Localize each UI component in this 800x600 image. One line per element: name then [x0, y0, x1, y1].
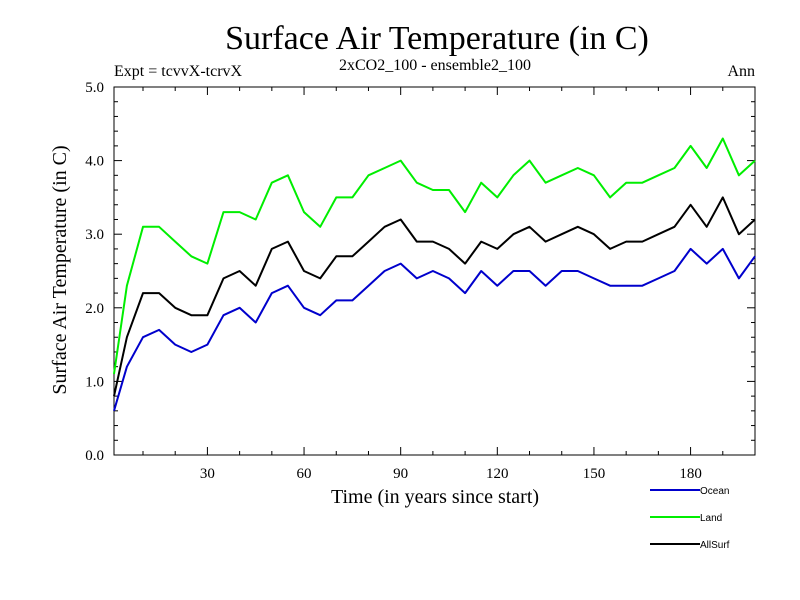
y-tick-label: 5.0 [85, 80, 104, 96]
x-tick-label: 30 [200, 466, 215, 482]
x-tick-label: 60 [297, 466, 312, 482]
x-axis-label: Time (in years since start) [331, 486, 539, 508]
x-tick-label: 180 [679, 466, 702, 482]
series-line-ocean [113, 247, 756, 412]
y-tick-label: 0.0 [85, 448, 104, 464]
y-tick-label: 1.0 [85, 374, 104, 390]
legend: Ocean Land AllSurf [650, 486, 730, 551]
period-label: Ann [727, 63, 755, 80]
series-line-allsurf [113, 196, 756, 397]
experiment-label: Expt = tcvvX-tcrvX [114, 63, 243, 80]
chart-subtitle: 2xCO2_100 - ensemble2_100 [339, 57, 531, 74]
series-line-land [113, 137, 756, 375]
plot-area: 30 60 90 120 150 180 0.0 1.0 2.0 3.0 4.0 5.0 [85, 80, 756, 482]
legend-label-ocean: Ocean [700, 486, 729, 497]
chart-title: Surface Air Temperature (in C) [225, 20, 649, 57]
x-tick-label: 90 [393, 466, 408, 482]
plot-frame [113, 86, 756, 456]
x-tick-label: 150 [583, 466, 606, 482]
y-tick-label: 4.0 [85, 154, 104, 170]
legend-label-land: Land [700, 513, 722, 524]
legend-label-allsurf: AllSurf [700, 540, 730, 551]
y-axis-label: Surface Air Temperature (in C) [49, 145, 71, 394]
y-tick-label: 2.0 [85, 301, 104, 317]
y-tick-label: 3.0 [85, 227, 104, 243]
x-tick-label: 120 [486, 466, 509, 482]
